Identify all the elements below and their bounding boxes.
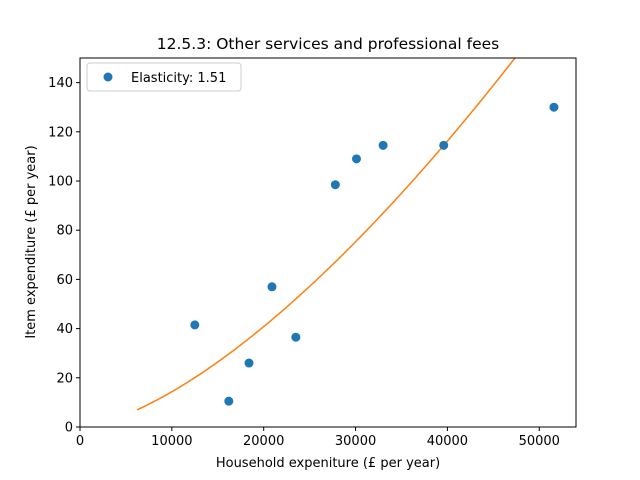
legend-entry-label: Elasticity: 1.51 (131, 71, 226, 86)
data-point (224, 396, 234, 406)
x-axis-label: Household expeniture (£ per year) (216, 456, 440, 471)
data-point (330, 180, 340, 190)
x-tick-label: 10000 (151, 434, 192, 449)
axes: 0 10000 20000 30000 40000 50000 0 20 40 60 80 100 12… (48, 57, 577, 449)
x-tick-label: 40000 (427, 434, 468, 449)
plot-area (136, 58, 559, 411)
data-point (549, 102, 559, 112)
fit-line (136, 58, 516, 411)
data-point (190, 320, 200, 330)
y-axis-label: Item expenditure (£ per year) (24, 145, 39, 338)
data-point (439, 140, 449, 150)
x-tick-label: 50000 (519, 434, 560, 449)
data-point (244, 358, 254, 368)
legend-marker (103, 72, 113, 82)
legend-box (86, 62, 242, 92)
y-tick-label: 120 (48, 125, 73, 140)
y-tick-label: 100 (48, 175, 73, 190)
data-point (291, 332, 301, 342)
legend: Elasticity: 1.51 (86, 62, 242, 92)
data-point (378, 140, 388, 150)
y-tick-label: 80 (56, 224, 73, 239)
chart-title: 12.5.3: Other services and professional … (157, 35, 499, 53)
x-tick-label: 20000 (243, 434, 284, 449)
x-tick-label: 30000 (335, 434, 376, 449)
data-point (351, 154, 361, 164)
y-tick-label: 140 (48, 76, 73, 91)
plot-frame (79, 57, 577, 428)
y-tick-label: 60 (56, 273, 73, 288)
y-tick-label: 20 (56, 371, 73, 386)
y-tick-label: 0 (65, 421, 73, 436)
y-tick-label: 40 (56, 322, 73, 337)
data-point (267, 282, 277, 292)
x-tick-label: 0 (76, 434, 84, 449)
